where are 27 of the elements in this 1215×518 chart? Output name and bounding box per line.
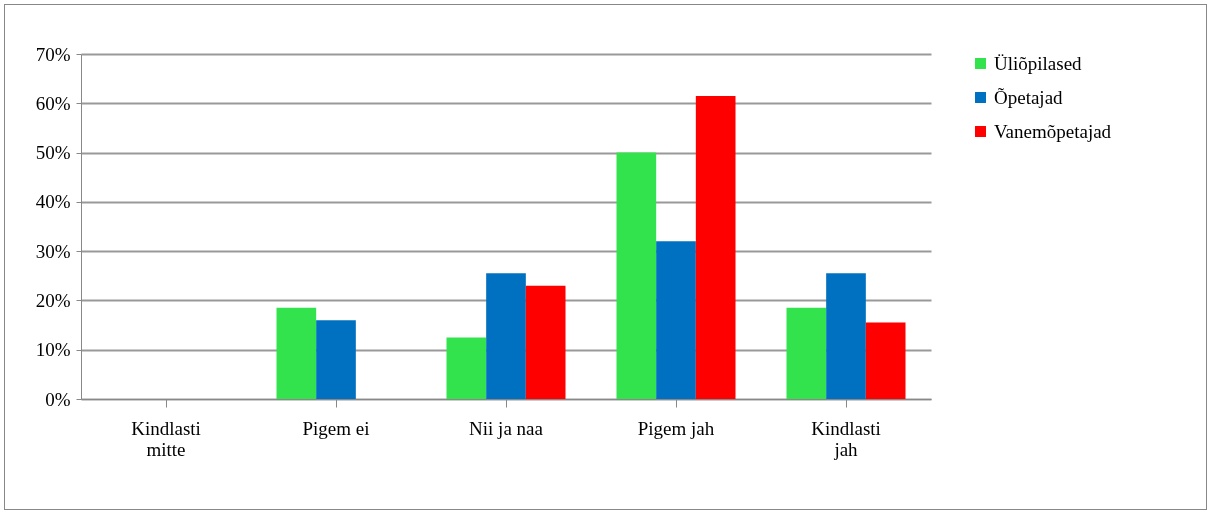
y-tick-label: 20% [35,289,71,311]
y-tick-label: 70% [35,43,71,65]
bar [616,152,657,399]
bar [276,307,317,399]
x-tick-label: Kindlasti mitte [131,417,201,460]
y-tick-label: 0% [45,388,71,410]
x-tick-label: Kindlasti jah [811,417,881,460]
legend-label: Õpetajad [994,86,1064,108]
y-tick-label: 40% [35,191,71,213]
x-tick-label: Nii ja naa [469,417,544,439]
legend-label: Vanemõpetajad [994,120,1112,142]
legend-label: Üliõpilased [994,52,1083,74]
bar [446,337,487,399]
bar [865,322,906,399]
x-tick-label: Pigem ei [302,417,370,439]
bar [695,95,736,399]
y-tick-label: 50% [35,142,71,164]
bar [316,320,356,399]
bar [656,241,696,399]
bar [786,307,827,399]
y-tick-label: 60% [35,92,71,114]
x-tick-label: Pigem jah [637,417,715,439]
bar [826,273,866,399]
bar [486,273,526,399]
y-tick-label: 10% [35,339,71,361]
bar [525,285,566,399]
y-tick-label: 30% [35,240,71,262]
